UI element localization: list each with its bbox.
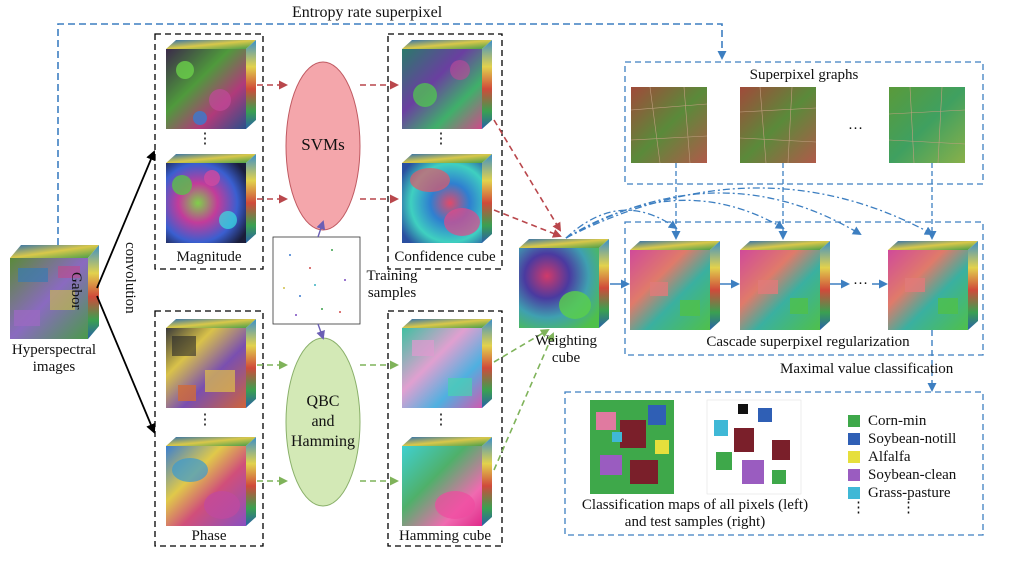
conf1-to-weight-arrow bbox=[493, 119, 562, 232]
gabor-arrow-down bbox=[96, 295, 156, 434]
legend-item: Corn-min bbox=[848, 412, 926, 430]
legend-label: Alfalfa bbox=[868, 448, 911, 465]
legend-item: Alfalfa bbox=[848, 448, 910, 466]
weight-arc-4 bbox=[565, 187, 934, 239]
phase-cube-2 bbox=[166, 437, 256, 526]
weighting-cube-label: Weighting cube bbox=[535, 333, 597, 367]
graphs-ellipsis: … bbox=[848, 117, 863, 133]
gabor-arrow-up bbox=[96, 150, 156, 289]
ham-dots: ⋮ bbox=[433, 412, 449, 428]
confidence-cube-label: Confidence cube bbox=[394, 249, 496, 265]
hamming-cube-1 bbox=[402, 319, 492, 408]
legend-label: Soybean-notill bbox=[868, 430, 957, 447]
regularization-cube-3 bbox=[888, 241, 978, 330]
entropy-rate-label: Entropy rate superpixel bbox=[292, 4, 443, 21]
legend-label: Soybean-clean bbox=[868, 466, 957, 483]
magnitude-group-box bbox=[154, 33, 264, 270]
entropy-arrow bbox=[57, 23, 727, 245]
svms-label: SVMs bbox=[301, 135, 345, 154]
mag-dots: ⋮ bbox=[197, 131, 213, 147]
conf2-to-weight-arrow bbox=[493, 209, 562, 238]
regularization-cube-2 bbox=[740, 241, 830, 330]
training-to-svms-arrow bbox=[316, 220, 326, 238]
classification-caption-line2: and test samples (right) bbox=[624, 514, 766, 530]
training-samples-label: Training samples bbox=[366, 268, 417, 302]
legend-swatch bbox=[848, 433, 860, 445]
maximal-value-label: Maximal value classification bbox=[780, 361, 954, 377]
cascade-ellipsis: … bbox=[853, 272, 868, 288]
training-samples-image bbox=[272, 236, 361, 325]
weighting-label-line1: Weighting bbox=[534, 333, 598, 349]
legend-label: Grass-pasture bbox=[868, 484, 951, 501]
hyperspectral-label: Hyperspectral images bbox=[12, 342, 96, 376]
ham1-to-weight-arrow bbox=[493, 328, 550, 363]
qbc-label-line3: Hamming bbox=[291, 433, 355, 450]
legend-swatch bbox=[848, 487, 860, 499]
superpixel-graph-3 bbox=[888, 86, 966, 164]
hyperspectral-label-line1: Hyperspectral bbox=[11, 342, 97, 358]
convolution-label-text: convolution bbox=[122, 242, 138, 314]
weight-arc-2 bbox=[565, 199, 785, 239]
phase-cube-1 bbox=[166, 319, 256, 408]
superpixel-graph-2 bbox=[739, 86, 817, 164]
superpixel-graphs-label: Superpixel graphs bbox=[749, 67, 859, 83]
legend-item: Grass-pasture bbox=[848, 484, 950, 502]
phase-dots: ⋮ bbox=[197, 412, 213, 428]
classification-map-all-pixels bbox=[590, 400, 674, 494]
hamming-cube-2 bbox=[402, 437, 492, 526]
convolution-label: convolution bbox=[121, 242, 138, 314]
magnitude-label: Magnitude bbox=[176, 249, 242, 265]
confidence-cube-2 bbox=[402, 154, 492, 243]
gabor-label: Gabor bbox=[67, 272, 84, 310]
magnitude-cube-2 bbox=[166, 154, 256, 243]
training-to-qbc-arrow bbox=[316, 323, 325, 340]
hyperspectral-label-line2: images bbox=[32, 359, 76, 375]
legend-item: Soybean-notill bbox=[848, 430, 956, 448]
legend-swatch bbox=[848, 451, 860, 463]
legend-item: Soybean-clean bbox=[848, 466, 956, 484]
regularization-cube-1 bbox=[630, 241, 720, 330]
weighting-cube bbox=[519, 239, 609, 328]
ham2-to-weight-arrow bbox=[493, 332, 555, 471]
classification-map-test-samples bbox=[706, 399, 802, 495]
legend-dots-right: ⋮ bbox=[901, 500, 916, 516]
classification-box bbox=[564, 391, 984, 536]
hyperspectral-cube bbox=[10, 245, 99, 339]
hamming-group-box bbox=[387, 310, 503, 547]
legend-swatch bbox=[848, 415, 860, 427]
conf-dots: ⋮ bbox=[433, 131, 449, 147]
confidence-group-box bbox=[387, 33, 503, 270]
legend-dots-left: ⋮ bbox=[851, 500, 866, 516]
classification-caption-line1: Classification maps of all pixels (left) bbox=[581, 497, 809, 513]
cascade-label: Cascade superpixel regularization bbox=[706, 334, 910, 350]
weight-arc-1 bbox=[565, 209, 678, 239]
hamming-cube-label: Hamming cube bbox=[398, 528, 492, 544]
confidence-cube-1 bbox=[402, 40, 492, 129]
qbc-label-line1: QBC bbox=[306, 393, 340, 410]
training-label-line1: Training bbox=[366, 268, 418, 284]
gabor-label-line1: Gabor bbox=[68, 272, 84, 310]
legend-swatch bbox=[848, 469, 860, 481]
qbc-label: QBC and Hamming bbox=[291, 392, 355, 452]
magnitude-cube-1 bbox=[166, 40, 256, 129]
legend-label: Corn-min bbox=[868, 412, 927, 429]
qbc-label-line2: and bbox=[311, 413, 335, 430]
phase-label: Phase bbox=[191, 528, 227, 544]
weighting-label-line2: cube bbox=[551, 350, 581, 366]
superpixel-graph-1 bbox=[630, 86, 708, 164]
phase-group-box bbox=[154, 310, 264, 547]
cascade-regularization-box bbox=[624, 221, 984, 356]
classification-maps-caption: Classification maps of all pixels (left)… bbox=[582, 497, 808, 531]
training-label-line2: samples bbox=[367, 285, 417, 301]
